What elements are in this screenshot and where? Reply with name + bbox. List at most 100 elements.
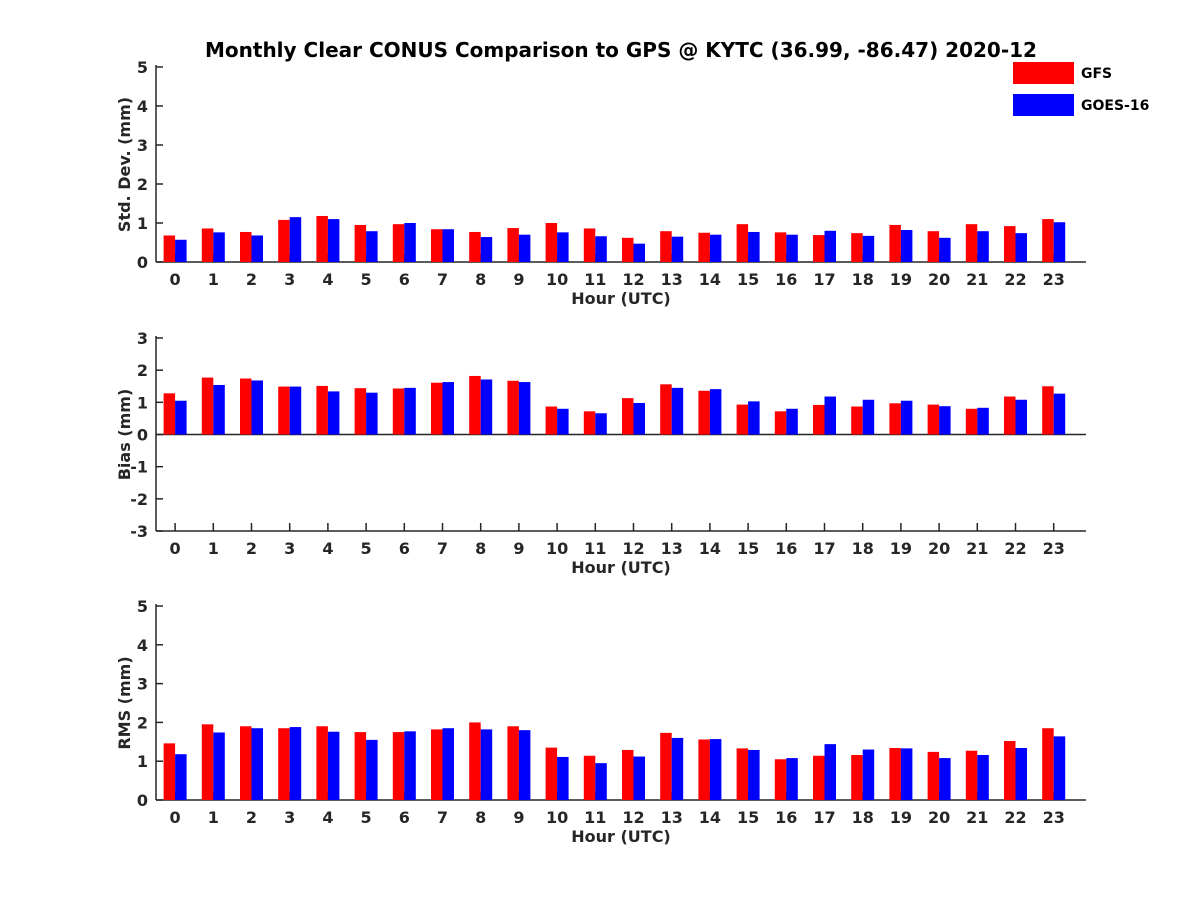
bar-goes-16-hour-16 [786,408,798,435]
bar-gfs-hour-3 [278,219,290,262]
bar-gfs-hour-23 [1042,728,1054,800]
bar-goes-16-hour-3 [289,727,302,800]
x-tick-label: 12 [622,270,644,289]
bar-goes-16-hour-5 [366,231,378,262]
bar-goes-16-hour-4 [327,391,340,435]
x-tick-label: 10 [546,270,568,289]
bar-gfs-hour-12 [622,398,634,435]
bar-goes-16-hour-17 [824,230,836,262]
x-tick-label: 5 [361,270,372,289]
x-tick-label: 18 [852,808,874,827]
x-tick-label: 10 [546,539,568,558]
bar-gfs-hour-19 [889,403,901,435]
x-tick-label: 7 [437,539,448,558]
x-tick-label: 13 [661,808,683,827]
bar-goes-16-hour-22 [1015,399,1027,435]
bar-goes-16-hour-10 [557,232,569,262]
bar-goes-16-hour-12 [633,756,645,800]
y-tick-label: 1 [137,752,148,771]
bar-gfs-hour-16 [774,759,787,800]
bar-gfs-hour-20 [927,751,940,800]
bar-gfs-hour-4 [316,385,328,435]
bar-goes-16-hour-8 [480,379,493,435]
bar-gfs-hour-15 [736,404,749,435]
bar-gfs-hour-18 [851,233,863,262]
x-tick-label: 16 [775,539,797,558]
x-tick-label: 9 [513,539,524,558]
y-tick-label: -2 [130,490,148,509]
bar-gfs-hour-1 [201,228,214,262]
x-tick-label: 21 [966,539,988,558]
x-tick-label: 18 [852,270,874,289]
bar-goes-16-hour-13 [671,737,684,800]
bar-goes-16-hour-12 [633,402,645,435]
x-tick-label: 17 [813,539,835,558]
x-tick-label: 4 [322,539,333,558]
bar-gfs-hour-12 [622,749,634,800]
x-tick-label: 23 [1043,270,1065,289]
bar-goes-16-hour-16 [786,234,798,262]
x-tick-label: 1 [208,808,219,827]
bar-gfs-hour-9 [507,228,519,262]
x-tick-label: 20 [928,270,950,289]
bar-gfs-hour-8 [469,231,481,262]
bar-gfs-hour-23 [1042,386,1054,435]
x-tick-label: 23 [1043,539,1065,558]
bar-gfs-hour-16 [774,232,787,262]
bar-goes-16-hour-1 [213,232,225,262]
bar-goes-16-hour-14 [709,389,722,435]
bar-gfs-hour-2 [240,726,252,800]
bar-gfs-hour-5 [354,224,367,262]
bar-gfs-hour-10 [545,406,558,435]
bar-gfs-hour-9 [507,726,519,800]
bar-gfs-hour-11 [583,228,596,262]
x-tick-label: 20 [928,539,950,558]
bar-goes-16-hour-23 [1053,393,1066,435]
bar-gfs-hour-3 [278,386,290,435]
bar-gfs-hour-23 [1042,219,1054,262]
x-tick-label: 0 [170,808,181,827]
bar-goes-16-hour-15 [748,749,760,800]
bar-goes-16-hour-11 [595,413,607,435]
x-tick-label: 3 [284,808,295,827]
x-tick-label: 8 [475,539,486,558]
y-tick-label: 2 [137,175,148,194]
bar-gfs-hour-20 [927,231,940,262]
bar-gfs-hour-8 [469,375,481,435]
legend-label: GFS [1081,66,1112,82]
bar-gfs-hour-4 [316,726,328,800]
x-tick-label: 22 [1004,808,1026,827]
legend-label: GOES-16 [1081,98,1149,114]
bar-goes-16-hour-7 [442,229,454,262]
bar-gfs-hour-13 [660,231,672,262]
bar-gfs-hour-22 [1004,226,1016,262]
y-tick-label: 5 [137,58,148,77]
bar-goes-16-hour-2 [251,235,263,262]
x-tick-label: 13 [661,539,683,558]
bar-gfs-hour-14 [698,232,710,262]
bar-gfs-hour-2 [240,231,252,262]
bar-goes-16-hour-3 [289,386,302,435]
bar-goes-16-hour-1 [213,384,225,435]
x-tick-label: 10 [546,808,568,827]
bar-gfs-hour-10 [545,223,558,262]
x-tick-label: 4 [322,808,333,827]
bar-goes-16-hour-6 [404,731,416,800]
x-tick-label: 23 [1043,808,1065,827]
y-tick-label: 0 [137,426,148,445]
bar-goes-16-hour-21 [977,231,989,262]
x-axis-label: Hour (UTC) [571,558,671,577]
bar-goes-16-hour-6 [404,223,416,262]
x-tick-label: 5 [361,539,372,558]
bar-gfs-hour-1 [201,724,214,800]
bar-gfs-hour-22 [1004,396,1016,435]
y-axis-label: Bias (mm) [115,389,134,481]
bar-gfs-hour-6 [392,388,405,435]
bar-goes-16-hour-7 [442,728,454,800]
bar-goes-16-hour-13 [671,236,684,262]
bar-goes-16-hour-22 [1015,233,1027,262]
x-tick-label: 7 [437,270,448,289]
bar-gfs-hour-10 [545,747,558,800]
